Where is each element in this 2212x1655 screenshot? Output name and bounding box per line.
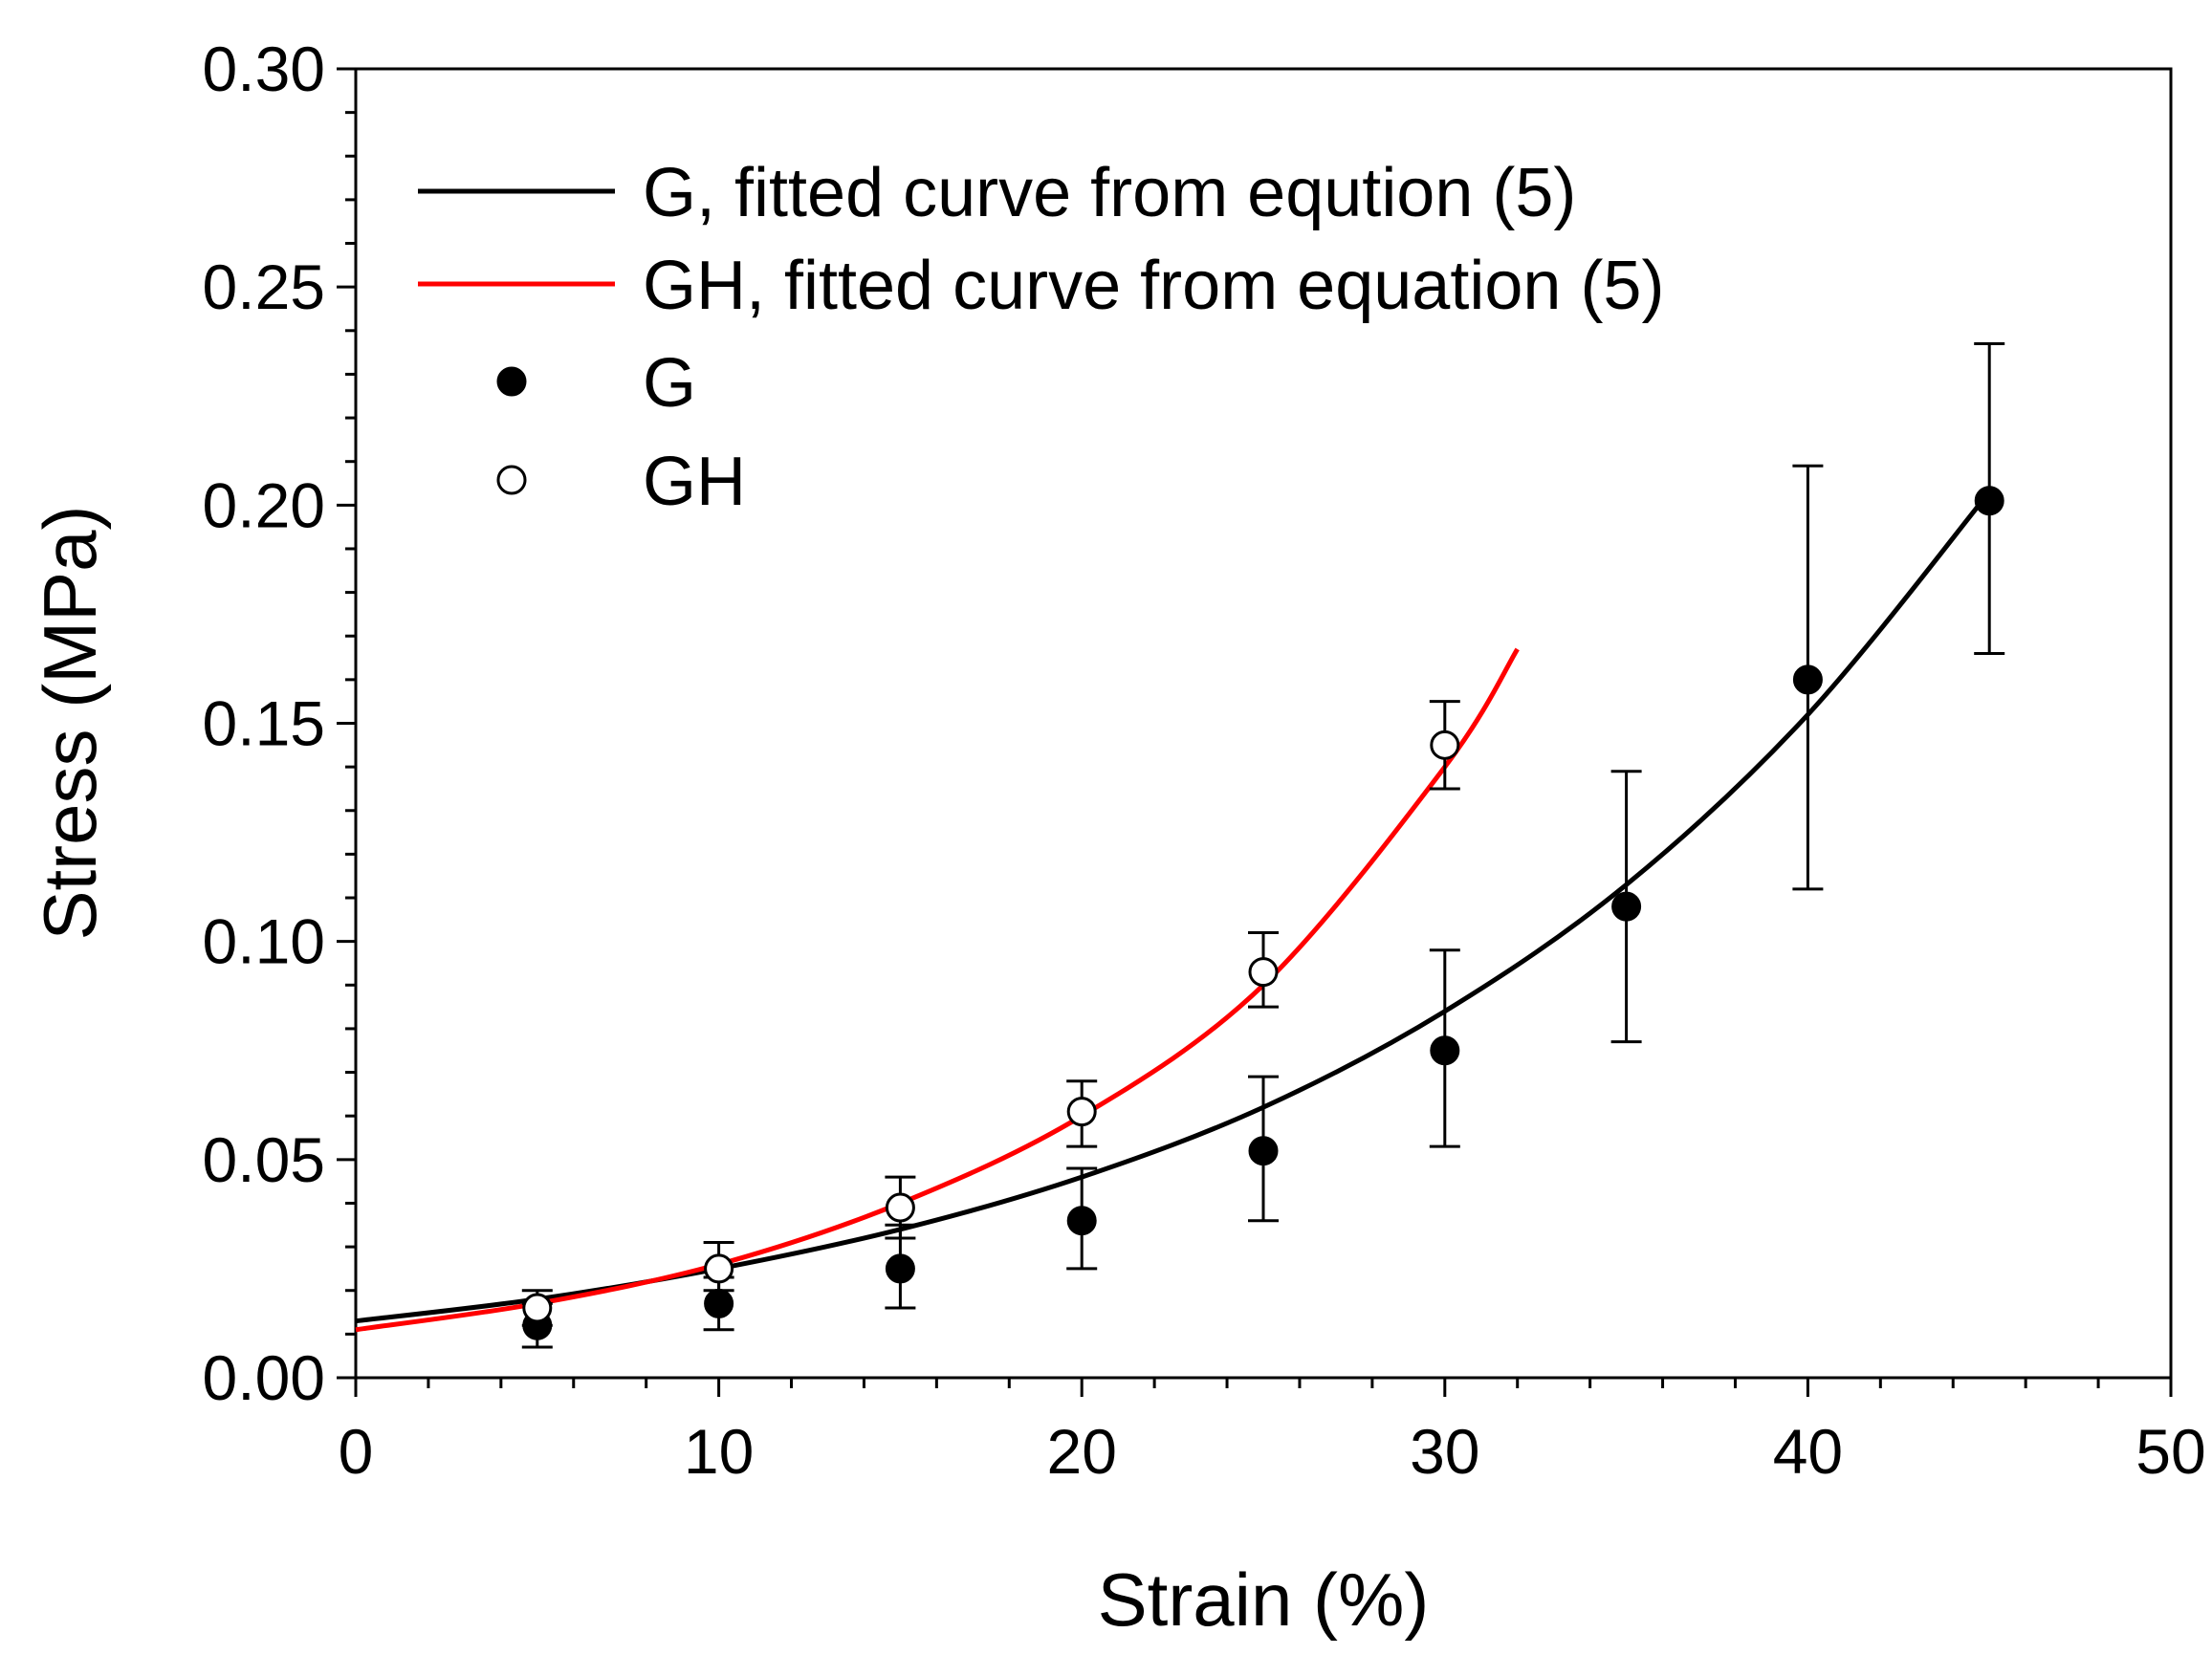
g-data-point bbox=[1792, 664, 1823, 695]
y-tick-label: 0.00 bbox=[203, 1342, 325, 1413]
legend: G, fitted curve from eqution (5) GH, fitt… bbox=[418, 155, 1664, 520]
gh-data-point bbox=[522, 1293, 553, 1323]
y-tick-label: 0.10 bbox=[203, 906, 325, 977]
x-tick-label: 50 bbox=[2135, 1416, 2205, 1487]
gh-data-point bbox=[704, 1253, 734, 1284]
x-tick-label: 30 bbox=[1410, 1416, 1479, 1487]
y-axis-label: Stress (MPa) bbox=[28, 505, 112, 940]
gh-data-point bbox=[1430, 730, 1460, 760]
y-tick-label: 0.05 bbox=[203, 1124, 325, 1195]
x-tick-label: 20 bbox=[1046, 1416, 1116, 1487]
axis-tick-labels: 0 10 20 30 40 50 0.00 0.05 0.10 0.15 0.20 0.25 0.30 bbox=[203, 33, 2206, 1487]
g-data-point bbox=[1430, 1035, 1460, 1066]
x-axis-label: Strain (%) bbox=[1098, 1557, 1430, 1642]
g-data-point bbox=[1066, 1206, 1097, 1236]
y-tick-label: 0.25 bbox=[203, 251, 325, 322]
gh-data-point bbox=[1248, 957, 1279, 988]
g-fitted-curve bbox=[355, 490, 1992, 1324]
data-points bbox=[521, 341, 2005, 1349]
legend-label: GH bbox=[643, 444, 746, 520]
y-tick-label: 0.20 bbox=[203, 469, 325, 540]
x-tick-label: 0 bbox=[339, 1416, 374, 1487]
g-data-point bbox=[885, 1253, 915, 1284]
y-tick-label: 0.15 bbox=[203, 688, 325, 759]
g-data-point bbox=[1248, 1136, 1279, 1166]
legend-marker-swatch bbox=[496, 366, 527, 397]
g-data-point bbox=[1974, 486, 2004, 516]
x-tick-label: 40 bbox=[1773, 1416, 1843, 1487]
fitted-curves bbox=[355, 490, 1992, 1333]
gh-fitted-curve bbox=[355, 647, 1520, 1333]
legend-label: G, fitted curve from eqution (5) bbox=[643, 155, 1576, 231]
gh-data-point bbox=[1066, 1097, 1097, 1127]
g-data-point bbox=[1611, 891, 1642, 922]
legend-label: G bbox=[643, 345, 696, 422]
g-data-point bbox=[704, 1288, 734, 1318]
axis-ticks bbox=[337, 67, 2173, 1397]
y-tick-label: 0.30 bbox=[203, 33, 325, 104]
x-tick-label: 10 bbox=[684, 1416, 754, 1487]
gh-data-point bbox=[885, 1192, 915, 1223]
legend-label: GH, fitted curve from equation (5) bbox=[643, 248, 1664, 324]
legend-marker-swatch bbox=[496, 465, 527, 495]
